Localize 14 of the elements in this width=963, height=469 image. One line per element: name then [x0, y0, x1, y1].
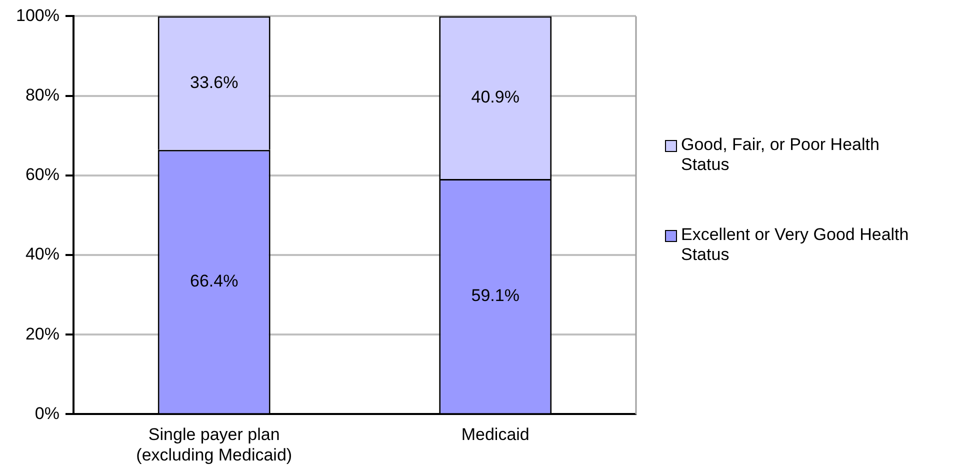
y-tick-label: 20%: [25, 324, 60, 344]
x-tick-label: Single payer plan (excluding Medicaid): [136, 425, 292, 464]
legend-label: Excellent or Very Good Health Status: [681, 225, 910, 265]
data-label: 59.1%: [471, 286, 520, 305]
x-tick-label: Medicaid: [461, 425, 530, 444]
y-tick-label: 60%: [25, 165, 60, 184]
y-tick-label: 40%: [25, 244, 60, 264]
legend-label: Good, Fair, or Poor Health Status: [681, 135, 880, 175]
data-label: 66.4%: [190, 271, 238, 290]
data-label: 33.6%: [190, 72, 238, 92]
y-tick-label: 0%: [34, 404, 60, 423]
data-label: 40.9%: [471, 87, 520, 106]
y-tick-label: 100%: [16, 6, 60, 25]
y-tick-label: 80%: [25, 85, 60, 104]
